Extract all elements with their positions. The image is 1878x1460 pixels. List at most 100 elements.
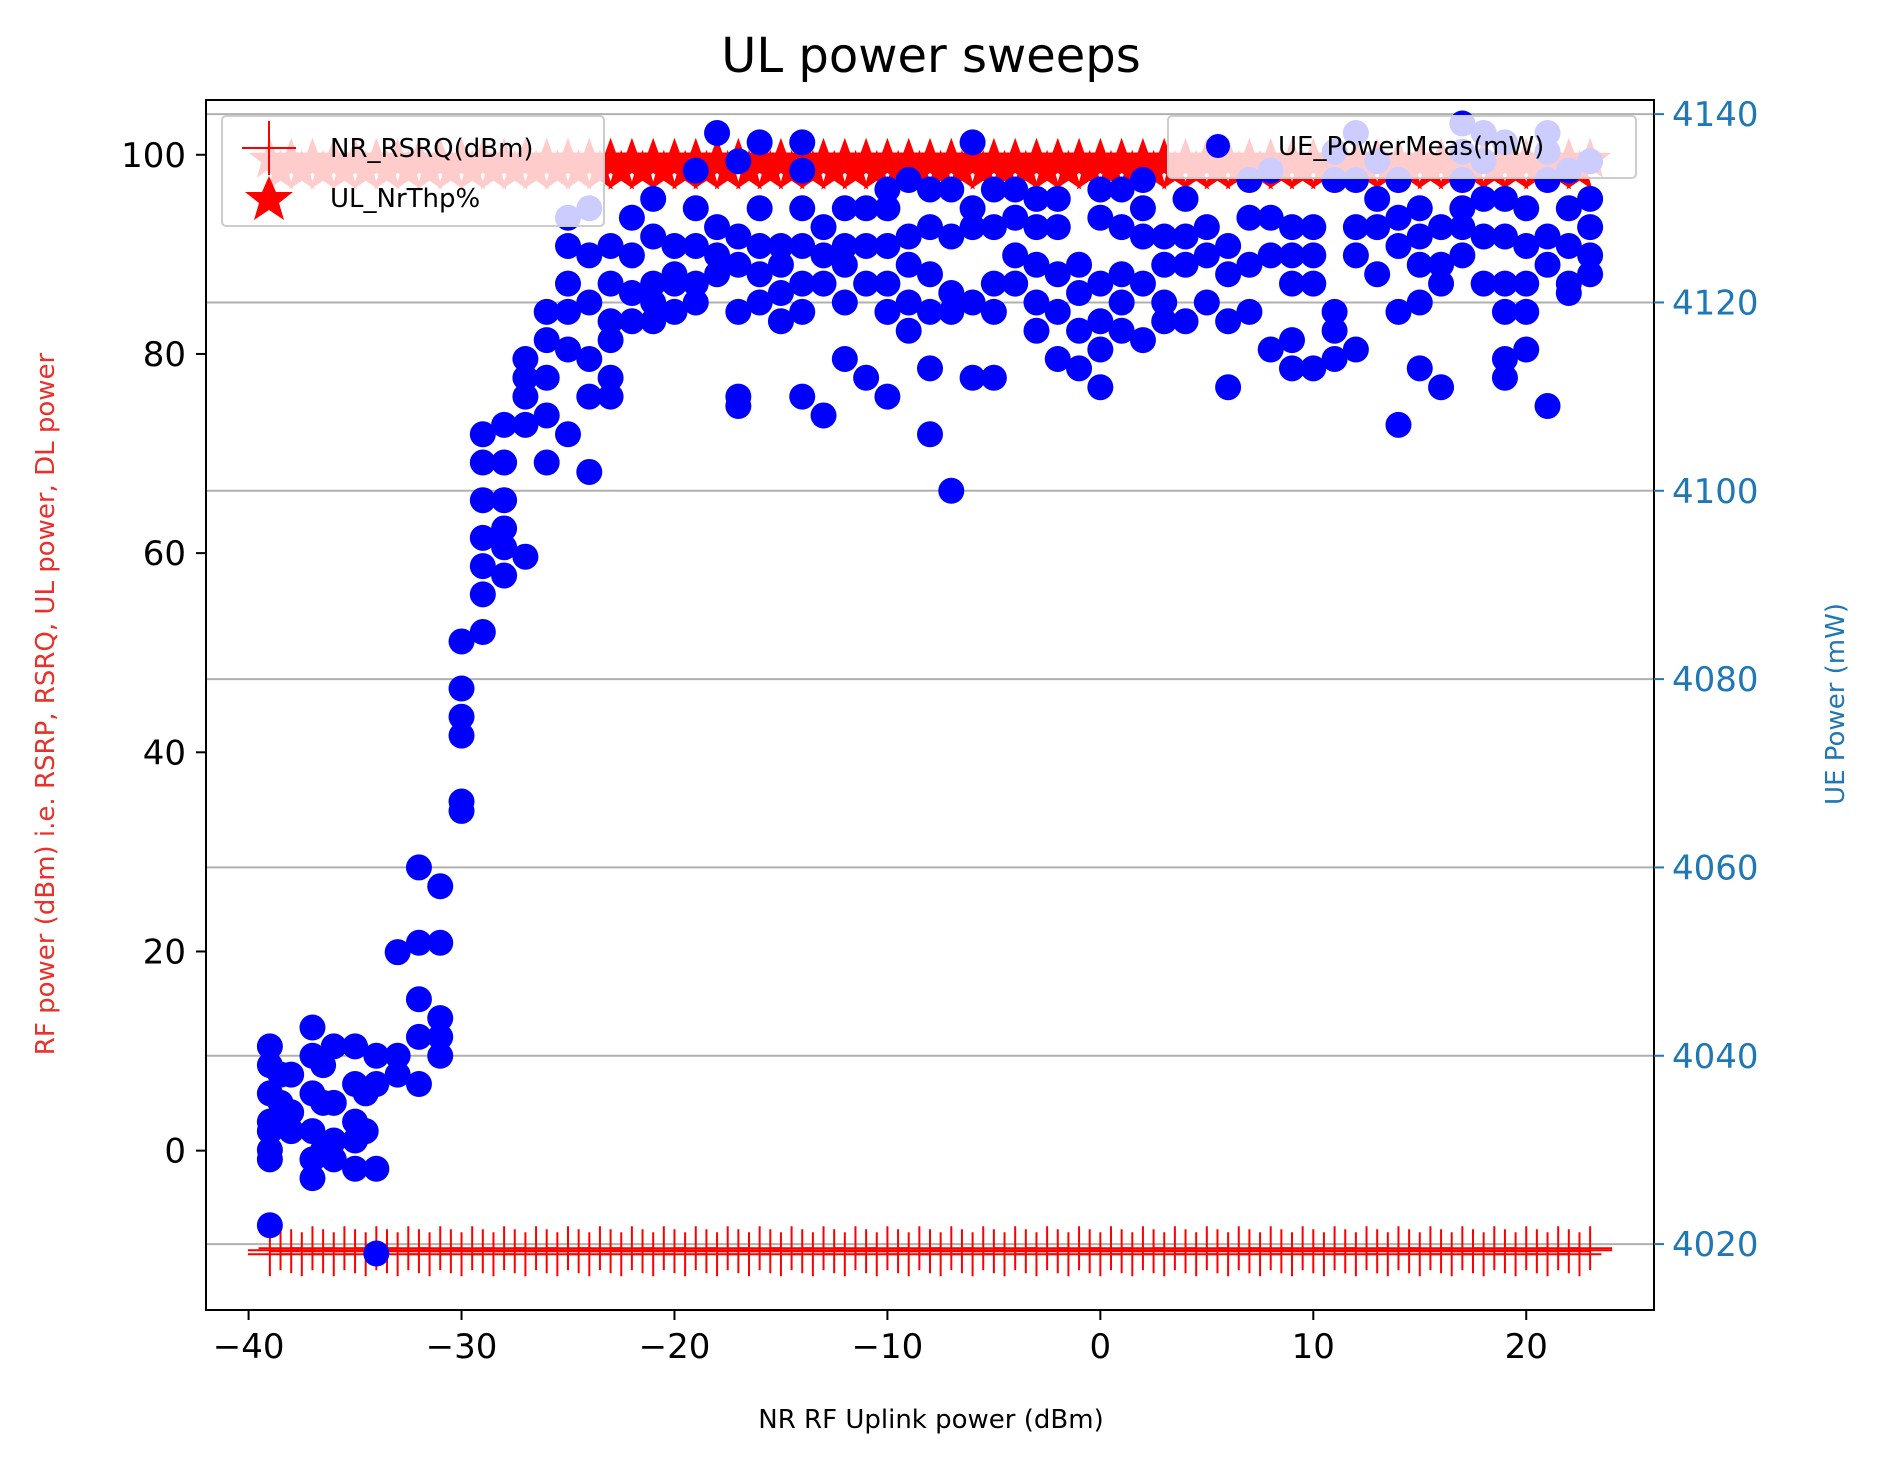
thp-star — [738, 137, 781, 178]
ue-power-point — [1172, 308, 1199, 335]
ue-power-point — [1406, 289, 1433, 316]
ue-power-point — [1151, 289, 1178, 316]
ue-power-point — [874, 232, 901, 259]
ue-power-point — [555, 232, 581, 259]
ue-power-point — [1300, 214, 1327, 241]
ue-power-point — [1151, 308, 1178, 335]
ue-power-point — [405, 986, 432, 1013]
ue-power-point — [682, 270, 709, 297]
thp-star — [802, 137, 845, 178]
ue-power-point — [980, 214, 1007, 241]
legend-right-box — [1167, 115, 1637, 179]
ue-power-point — [256, 1146, 283, 1173]
ue-power-point — [895, 167, 922, 194]
legend-left: NR_RSRQ(dBm) UL_NrThp% — [221, 115, 605, 227]
ue-power-point — [533, 298, 560, 325]
ue-power-point — [256, 1212, 283, 1239]
ue-power-point — [1236, 251, 1263, 278]
ue-power-point — [917, 298, 943, 325]
ue-power-point — [278, 1099, 305, 1126]
ue-power-point — [1257, 242, 1284, 269]
ue-power-point — [874, 383, 901, 410]
ue-power-point — [1087, 270, 1114, 297]
ue-power-point — [533, 327, 560, 354]
ue-power-point — [469, 619, 496, 646]
ue-power-point — [1513, 336, 1540, 363]
ue-power-point — [491, 515, 518, 542]
ue-power-point — [1257, 204, 1284, 231]
ue-power-point — [1215, 261, 1242, 288]
ue-power-point — [1513, 195, 1540, 222]
ue-power-point — [789, 298, 816, 325]
ue-power-point — [1108, 289, 1135, 316]
ue-power-point — [1491, 298, 1518, 325]
ue-power-point — [1321, 317, 1348, 344]
ue-power-point — [405, 1023, 432, 1050]
ue-power-point — [1129, 270, 1156, 297]
ue-power-point — [938, 477, 965, 504]
y-right-axis-label: UE Power (mW) — [1821, 603, 1851, 805]
ue-power-point — [853, 364, 880, 391]
ue-power-point — [895, 223, 922, 250]
ue-power-point — [1534, 251, 1561, 278]
thp-star — [951, 137, 994, 178]
ue-power-point — [831, 251, 858, 278]
thp-star — [930, 137, 973, 178]
ue-power-point — [533, 449, 560, 476]
ue-power-point — [938, 298, 965, 325]
ue-power-point — [704, 261, 731, 288]
ue-power-point — [533, 402, 560, 429]
ue-power-point — [959, 289, 986, 316]
x-tick-label: 20 — [1505, 1327, 1548, 1367]
rsrq-point — [1557, 1232, 1602, 1277]
x-tick-label: −30 — [426, 1327, 498, 1367]
ue-power-point — [917, 261, 943, 288]
ue-power-point — [576, 289, 603, 316]
ue-power-point — [1513, 270, 1540, 297]
ue-power-point — [576, 458, 603, 485]
ue-power-point — [1023, 251, 1050, 278]
data-marks — [247, 110, 1613, 1277]
thp-star — [962, 149, 1005, 190]
ue-power-point — [767, 280, 794, 307]
ue-power-point — [640, 270, 667, 297]
ue-power-point — [789, 195, 816, 222]
ue-power-point — [831, 345, 858, 372]
ue-power-point — [874, 298, 901, 325]
y-left-axis-label: RF power (dBm) i.e. RSRP, RSRQ, UL power… — [31, 352, 61, 1055]
ue-power-point — [1364, 214, 1391, 241]
ue-power-point — [491, 562, 518, 589]
ue-power-point — [256, 1033, 283, 1060]
ue-power-point — [725, 223, 752, 250]
ue-power-point — [1023, 317, 1050, 344]
ue-power-point — [1193, 214, 1220, 241]
ue-power-point — [938, 176, 965, 203]
ue-power-point — [1300, 242, 1327, 269]
ue-power-point — [1172, 223, 1199, 250]
ue-power-point — [1087, 308, 1114, 335]
ue-power-point — [597, 232, 624, 259]
thp-star — [909, 137, 951, 178]
rsrq-point — [1546, 1229, 1591, 1274]
ue-power-point — [384, 1061, 411, 1088]
ue-power-point — [959, 195, 986, 222]
thp-star — [919, 149, 962, 190]
ue-power-point — [1513, 298, 1540, 325]
ue-power-point — [1491, 223, 1518, 250]
ue-power-point — [1023, 214, 1050, 241]
thp-star — [632, 137, 675, 178]
ue-power-point — [640, 308, 667, 335]
ue-power-point — [704, 214, 731, 241]
x-tick-label: 0 — [1090, 1327, 1112, 1367]
ue-power-point — [1236, 204, 1263, 231]
ue-power-point — [310, 1052, 337, 1079]
ue-power-point — [1044, 261, 1071, 288]
ue-power-point — [555, 270, 581, 297]
ue-power-point — [299, 1014, 326, 1041]
ue-power-point — [342, 1033, 369, 1060]
rsrq-point — [1568, 1226, 1613, 1271]
ue-power-point — [980, 298, 1007, 325]
ue-power-point — [363, 1155, 390, 1182]
ue-power-point — [1428, 214, 1455, 241]
ue-power-point — [1002, 176, 1029, 203]
